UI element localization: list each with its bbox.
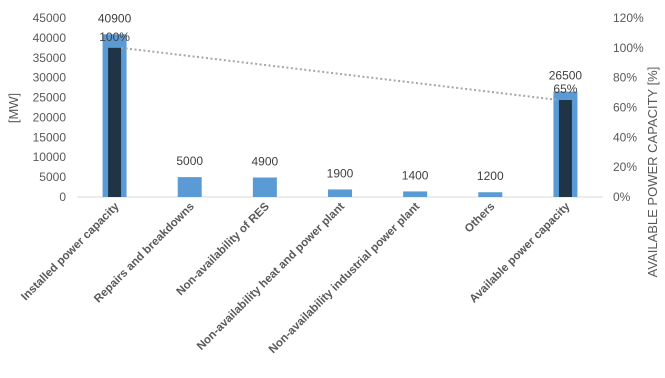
y2-tick-label: 20%	[613, 160, 637, 174]
y-tick-label: 45000	[33, 11, 67, 25]
category-label: Non-availability industrial power plant	[267, 201, 422, 356]
y-tick-label: 10000	[33, 150, 67, 164]
y2-tick-label: 60%	[613, 101, 637, 115]
percent-label: 100%	[99, 30, 130, 44]
y-tick-label: 15000	[33, 130, 67, 144]
y-axis-label: [MW]	[6, 93, 21, 123]
y2-tick-label: 100%	[613, 41, 644, 55]
y2-tick-label: 40%	[613, 130, 637, 144]
category-label: Others	[463, 201, 498, 236]
value-label: 5000	[176, 154, 203, 168]
y-tick-label: 35000	[33, 51, 67, 65]
percent-bar	[108, 47, 122, 198]
value-label: 40900	[98, 11, 132, 25]
value-label: 1200	[477, 169, 504, 183]
y2-tick-label: 0%	[613, 190, 631, 204]
trend-line	[120, 46, 560, 102]
bar	[478, 192, 503, 197]
y-tick-label: 40000	[33, 31, 67, 45]
y-tick-label: 30000	[33, 71, 67, 85]
trend-line-path	[120, 46, 560, 102]
right-axis: 0% 20% 40% 60% 80% 100% 120%	[613, 11, 644, 204]
bar	[403, 191, 428, 197]
value-label: 26500	[549, 69, 583, 83]
percent-label: 65%	[553, 82, 577, 96]
bar	[328, 189, 352, 197]
y-tick-label: 5000	[39, 170, 66, 184]
y2-axis-label: AVAILABLE POWER CAPACITY [%]	[645, 67, 660, 278]
value-label: 1900	[327, 166, 354, 180]
value-label: 4900	[252, 155, 279, 169]
bar	[177, 177, 202, 197]
y-tick-label: 0	[59, 190, 66, 204]
data-labels: 40900 5000 4900 1900 1400 1200 26500 100% 65%	[98, 11, 583, 183]
bar	[252, 177, 277, 197]
category-label: Non-availability heat and power plant	[195, 201, 347, 353]
y2-tick-label: 80%	[613, 71, 637, 85]
percent-bar	[558, 100, 572, 197]
y-tick-label: 20000	[33, 110, 67, 124]
left-axis: 0 5000 10000 15000 20000 25000 30000 35000 40000…	[33, 11, 67, 204]
bars	[102, 34, 578, 198]
value-label: 1400	[402, 168, 429, 182]
y-tick-label: 25000	[33, 91, 67, 105]
y2-tick-label: 120%	[613, 11, 644, 25]
